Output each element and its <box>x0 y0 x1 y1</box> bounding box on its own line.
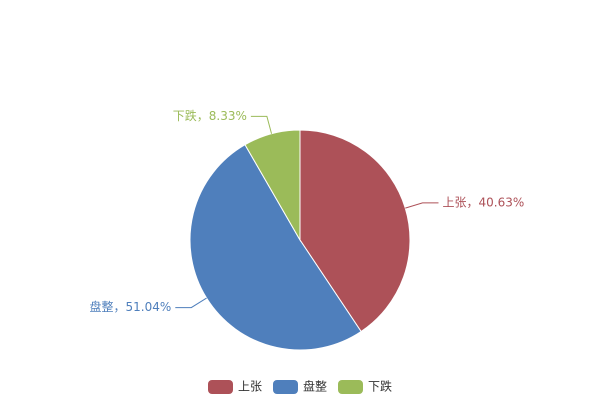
pie-slice <box>244 129 301 242</box>
legend-label: 下跌 <box>368 379 392 394</box>
pie-slice <box>189 144 362 351</box>
label-line <box>405 202 439 209</box>
legend-swatch <box>338 380 363 394</box>
legend-label: 盘整 <box>303 379 327 394</box>
legend-swatch <box>208 380 233 394</box>
legend-swatch <box>273 380 298 394</box>
data-label: 盘整，51.04% <box>90 299 172 314</box>
label-line <box>250 115 273 134</box>
data-label: 下跌，8.33% <box>173 108 247 123</box>
data-label: 上张，40.63% <box>442 195 524 209</box>
legend-label: 上张 <box>238 380 262 394</box>
label-line <box>175 297 207 309</box>
